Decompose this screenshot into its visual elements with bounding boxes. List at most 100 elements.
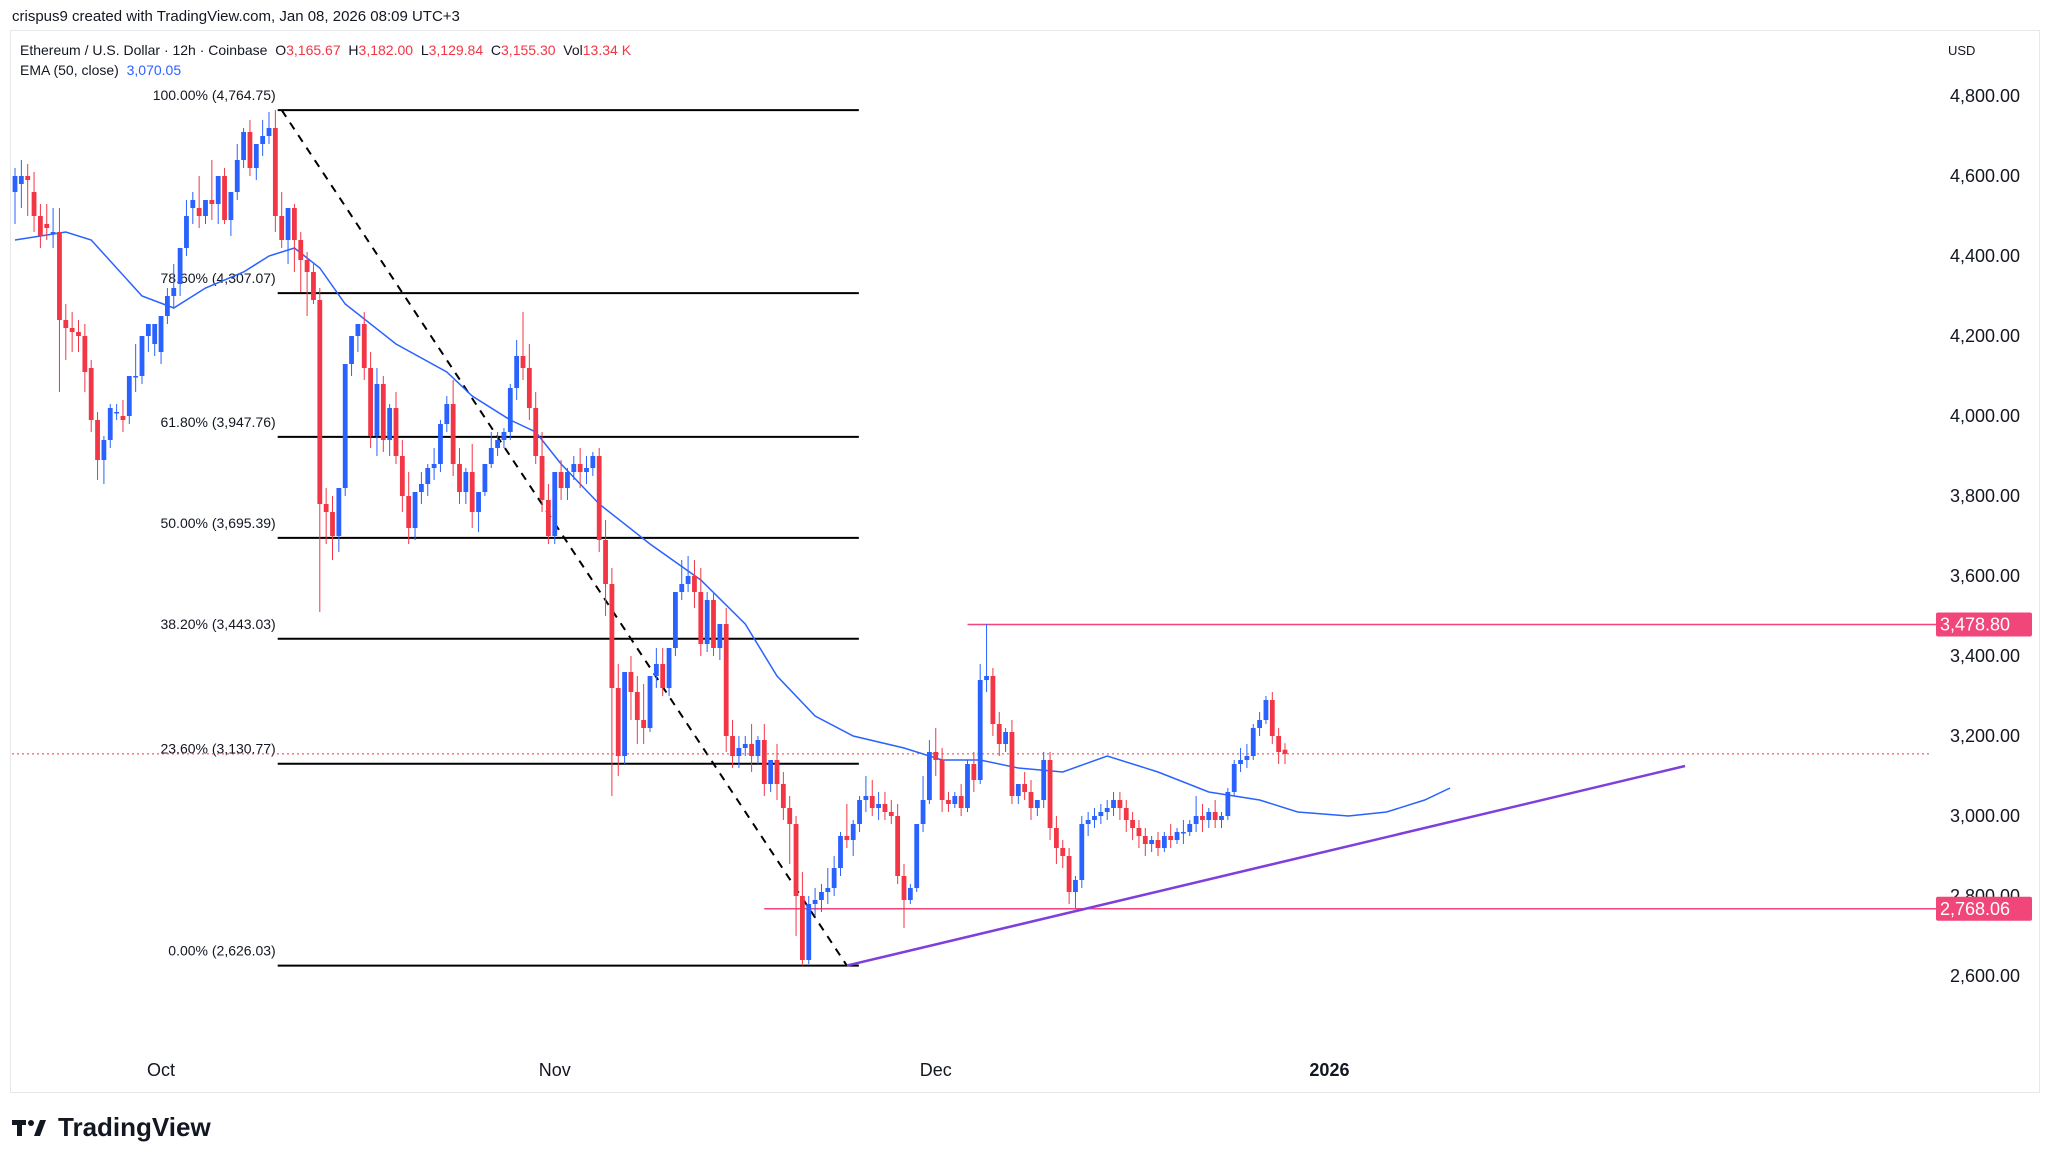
- candle-body: [285, 208, 291, 240]
- candle-body: [533, 408, 539, 456]
- candle-body: [203, 200, 208, 216]
- candle-body: [1193, 816, 1199, 824]
- candle-body: [292, 208, 297, 240]
- candle-body: [234, 160, 240, 192]
- candle-body: [628, 672, 634, 692]
- candle-body: [869, 796, 875, 808]
- candle-body: [463, 472, 469, 492]
- y-tick-label: 3,600.00: [1950, 566, 2020, 586]
- candle-body: [457, 464, 462, 492]
- candle-body: [1085, 820, 1091, 824]
- candle-body: [171, 288, 177, 296]
- candle-body: [184, 216, 189, 248]
- candle-body: [1168, 836, 1174, 840]
- candle-body: [247, 132, 253, 168]
- ema-value: 3,070.05: [126, 62, 182, 78]
- candle-body: [311, 272, 316, 300]
- x-tick-label: Dec: [920, 1060, 952, 1080]
- candle-body: [996, 724, 1002, 744]
- candle-body: [1009, 732, 1015, 796]
- candle-body: [399, 456, 405, 496]
- candle-body: [1212, 812, 1218, 820]
- candle-body: [965, 764, 970, 808]
- candle-body: [18, 176, 24, 184]
- candle-body: [761, 740, 767, 784]
- candle-body: [1123, 808, 1129, 820]
- price-chart[interactable]: 2,600.002,800.003,000.003,200.003,400.00…: [0, 0, 2048, 1110]
- candle-body: [946, 800, 951, 804]
- candle-body: [76, 332, 81, 336]
- candle-body: [647, 676, 653, 728]
- fib-level-label: 38.20% (3,443.03): [160, 616, 275, 632]
- candle-body: [1060, 848, 1066, 856]
- candle-body: [1136, 828, 1142, 836]
- candle-body: [1155, 840, 1161, 848]
- candle-body: [1104, 808, 1110, 812]
- candle-body: [304, 260, 310, 272]
- candle-body: [444, 404, 450, 424]
- low-value: 3,129.84: [428, 42, 484, 58]
- candle-body: [336, 488, 342, 536]
- candle-body: [749, 744, 754, 756]
- candle-body: [1047, 760, 1053, 828]
- price-level-tag-label: 2,768.06: [1940, 899, 2010, 919]
- candle-body: [190, 200, 196, 208]
- candle-body: [780, 784, 786, 808]
- candle-body: [368, 368, 373, 436]
- candle-body: [958, 796, 964, 808]
- candle-body: [419, 484, 424, 492]
- candle-body: [31, 192, 37, 216]
- candle-body: [1276, 736, 1282, 752]
- candle-body: [895, 816, 901, 876]
- candle-body: [546, 500, 551, 536]
- candle-body: [349, 336, 354, 364]
- candle-body: [552, 472, 558, 536]
- candle-body: [222, 176, 227, 220]
- candle-body: [279, 216, 285, 240]
- candle-body: [1225, 792, 1231, 816]
- candle-body: [825, 888, 831, 892]
- currency-button[interactable]: USD: [1948, 43, 1976, 58]
- open-value: 3,165.67: [286, 42, 341, 58]
- candle-body: [126, 376, 132, 416]
- candle-body: [526, 368, 532, 408]
- candle-body: [653, 664, 659, 676]
- ohlc-legend: Ethereum / U.S. Dollar · 12h · Coinbase …: [20, 40, 631, 60]
- candle-body: [850, 824, 856, 840]
- fib-trend-dashed-line: [280, 109, 848, 967]
- y-tick-label: 3,800.00: [1950, 486, 2020, 506]
- candle-body: [1073, 880, 1078, 892]
- ascending-trendline: [846, 764, 1686, 967]
- fib-level-label: 50.00% (3,695.39): [160, 515, 275, 531]
- candle-body: [692, 576, 697, 592]
- symbol-label[interactable]: Ethereum / U.S. Dollar · 12h · Coinbase: [20, 42, 268, 58]
- y-tick-label: 3,200.00: [1950, 726, 2020, 746]
- candle-body: [698, 592, 704, 644]
- candle-body: [558, 472, 564, 488]
- candle-body: [1187, 824, 1193, 832]
- candle-body: [253, 144, 259, 168]
- candle-body: [1079, 824, 1085, 880]
- candle-body: [901, 876, 907, 900]
- candle-body: [196, 208, 202, 216]
- candle-body: [145, 324, 151, 336]
- ema-label[interactable]: EMA (50, close): [20, 62, 119, 78]
- candle-body: [755, 740, 761, 756]
- candle-body: [12, 176, 18, 192]
- candle-body: [1219, 816, 1224, 820]
- candle-body: [1250, 728, 1256, 756]
- candle-body: [514, 356, 520, 388]
- candle-body: [1244, 756, 1250, 760]
- y-tick-label: 2,600.00: [1950, 966, 2020, 986]
- candle-body: [882, 804, 888, 812]
- candle-body: [565, 472, 570, 488]
- candle-body: [158, 316, 164, 352]
- candle-body: [907, 888, 913, 900]
- candle-body: [1041, 760, 1047, 800]
- candle-body: [774, 760, 780, 784]
- candle-body: [876, 804, 881, 808]
- candle-body: [933, 752, 939, 760]
- candle-body: [298, 240, 304, 260]
- candle-body: [342, 364, 348, 488]
- candle-body: [679, 584, 685, 592]
